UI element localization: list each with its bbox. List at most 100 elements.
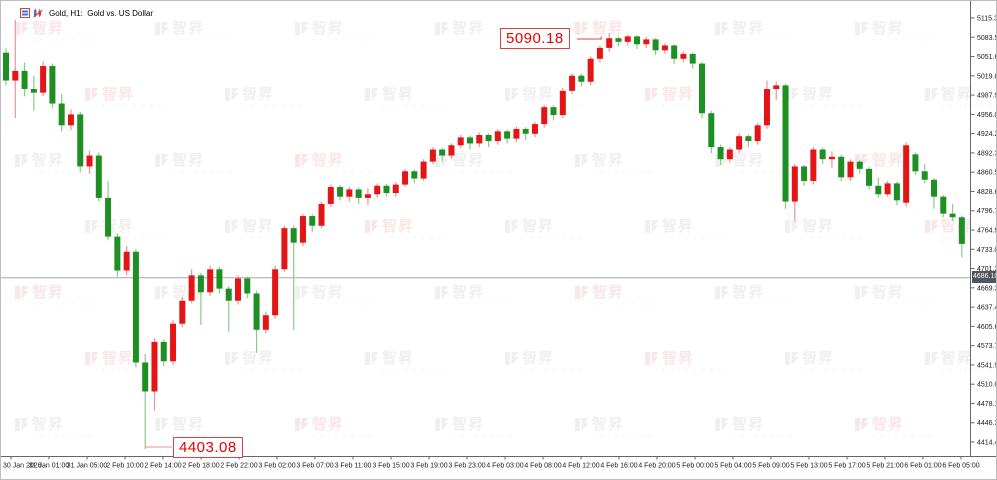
candle[interactable] <box>299 213 306 247</box>
candle[interactable] <box>931 177 937 209</box>
candle[interactable] <box>179 297 186 328</box>
candle[interactable] <box>689 52 696 69</box>
candle[interactable] <box>142 353 149 449</box>
candle[interactable] <box>912 152 919 175</box>
candle[interactable] <box>838 154 845 181</box>
candle[interactable] <box>123 246 130 276</box>
candle[interactable] <box>58 93 65 132</box>
candle[interactable] <box>587 56 594 86</box>
candle[interactable] <box>615 36 622 47</box>
candle[interactable] <box>847 159 854 181</box>
candle[interactable] <box>569 73 576 94</box>
candle[interactable] <box>467 135 473 150</box>
candle[interactable] <box>346 187 353 202</box>
candle[interactable] <box>550 105 557 121</box>
candle[interactable] <box>327 184 334 207</box>
candle[interactable] <box>485 133 492 148</box>
candle[interactable] <box>40 61 47 97</box>
candle[interactable] <box>216 266 223 294</box>
candle[interactable] <box>949 203 956 221</box>
candle[interactable] <box>392 182 399 197</box>
candle[interactable] <box>866 167 873 190</box>
candle[interactable] <box>745 134 752 148</box>
candle[interactable] <box>596 45 603 63</box>
candle[interactable] <box>411 169 418 184</box>
candle[interactable] <box>708 110 715 154</box>
candle[interactable] <box>763 80 770 129</box>
price-axis[interactable]: 5115.39 5083.53 5051.67 5019.81 4987.95 4956.… <box>970 1 997 457</box>
candle[interactable] <box>801 164 808 186</box>
candle[interactable] <box>429 147 436 165</box>
candle[interactable] <box>318 201 325 229</box>
candle[interactable] <box>513 126 520 143</box>
candle[interactable] <box>383 183 390 197</box>
candle[interactable] <box>207 265 214 296</box>
candle[interactable] <box>448 143 455 160</box>
candle[interactable] <box>522 127 529 140</box>
candle[interactable] <box>244 276 251 299</box>
candle[interactable] <box>197 272 204 325</box>
candle[interactable] <box>225 286 232 332</box>
candle[interactable] <box>531 121 538 138</box>
candle[interactable] <box>903 142 910 207</box>
candle[interactable] <box>559 87 566 119</box>
candle[interactable] <box>235 275 241 305</box>
candle[interactable] <box>754 122 761 145</box>
candle[interactable] <box>652 38 659 56</box>
candle[interactable] <box>457 134 464 149</box>
candle[interactable] <box>940 194 947 218</box>
high-price-callout[interactable]: 5090.18 <box>500 28 570 49</box>
candle[interactable] <box>30 75 37 111</box>
candle[interactable] <box>958 215 965 258</box>
candle[interactable] <box>476 132 483 148</box>
candle[interactable] <box>819 147 826 165</box>
candle[interactable] <box>875 177 882 198</box>
candle[interactable] <box>494 128 501 145</box>
candle[interactable] <box>12 20 19 119</box>
candle[interactable] <box>160 339 167 367</box>
candle[interactable] <box>132 249 139 368</box>
candle[interactable] <box>290 225 297 330</box>
candle[interactable] <box>578 73 585 87</box>
candle[interactable] <box>253 291 260 353</box>
candles[interactable] <box>3 20 965 449</box>
candle[interactable] <box>736 133 743 154</box>
candle[interactable] <box>49 63 56 109</box>
candle[interactable] <box>791 164 798 221</box>
candle[interactable] <box>272 265 279 319</box>
candle[interactable] <box>105 180 112 241</box>
low-price-callout[interactable]: 4403.08 <box>173 437 243 458</box>
candle[interactable] <box>402 168 409 188</box>
candle[interactable] <box>680 51 687 63</box>
candle[interactable] <box>188 269 195 304</box>
candle[interactable] <box>337 185 344 201</box>
candle[interactable] <box>262 311 269 334</box>
candle[interactable] <box>114 232 121 277</box>
candle[interactable] <box>661 43 668 54</box>
candle[interactable] <box>281 225 288 272</box>
candle[interactable] <box>67 109 74 131</box>
candle[interactable] <box>95 152 102 202</box>
candle[interactable] <box>884 180 891 197</box>
candle[interactable] <box>634 35 641 50</box>
candle[interactable] <box>810 147 817 185</box>
candle[interactable] <box>541 104 548 128</box>
candle[interactable] <box>717 144 724 166</box>
candle[interactable] <box>624 34 631 46</box>
candle[interactable] <box>355 187 362 204</box>
candle[interactable] <box>921 164 928 184</box>
candle[interactable] <box>726 147 733 163</box>
candle[interactable] <box>782 83 789 209</box>
candle[interactable] <box>151 338 158 411</box>
candle[interactable] <box>420 159 427 181</box>
candle[interactable] <box>856 159 863 174</box>
candle[interactable] <box>439 147 446 162</box>
candle[interactable] <box>364 188 371 206</box>
candle[interactable] <box>77 112 84 173</box>
candle[interactable] <box>3 47 9 86</box>
candle[interactable] <box>309 214 316 232</box>
candle[interactable] <box>170 320 177 365</box>
candle[interactable] <box>699 61 705 119</box>
